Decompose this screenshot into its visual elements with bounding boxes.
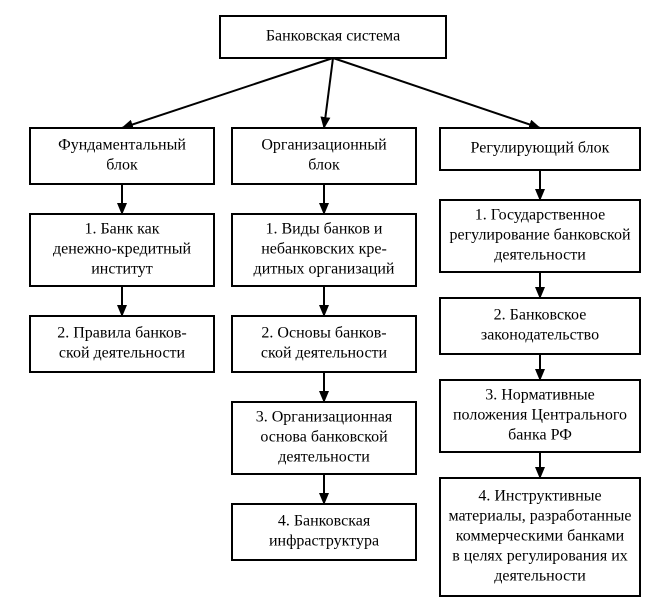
node-col3_4: 4. Инструктивные материалы, разработанные…: [440, 478, 640, 596]
node-label: институт: [91, 261, 153, 278]
flowchart-canvas: Банковская система Фундаментальный блок 1. …: [0, 0, 664, 616]
node-col1_h: Фундаментальный блок: [30, 128, 214, 184]
node-label: 4. Банковская: [278, 513, 371, 530]
node-col1_2: 2. Правила банков-ской деятельности: [30, 316, 214, 372]
node-col3_3: 3. Нормативные положения Центрального банк…: [440, 380, 640, 452]
node-label: 4. Инструктивные: [478, 488, 601, 505]
node-label: деятельности: [494, 247, 586, 264]
edge: [324, 58, 333, 128]
node-label: 2. Правила банков-: [57, 325, 187, 342]
node-label: 2. Основы банков-: [261, 325, 386, 342]
node-label: инфраструктура: [269, 533, 379, 550]
node-label: блок: [308, 157, 340, 174]
node-label: блок: [106, 157, 138, 174]
node-label: регулирование банковской: [449, 227, 630, 244]
node-col2_2: 2. Основы банков-ской деятельности: [232, 316, 416, 372]
node-label: положения Центрального: [453, 407, 627, 424]
node-col3_h: Регулирующий блок: [440, 128, 640, 170]
edge: [333, 58, 540, 128]
node-label: Регулирующий блок: [471, 140, 610, 157]
node-label: деятельности: [494, 568, 586, 585]
node-col3_2: 2. Банковское законодательство: [440, 298, 640, 354]
node-label: 1. Банк как: [84, 221, 159, 238]
node-col2_3: 3. Организационная основа банковской деяте…: [232, 402, 416, 474]
node-label: 3. Нормативные: [485, 387, 595, 404]
node-col2_4: 4. Банковская инфраструктура: [232, 504, 416, 560]
node-label: 1. Виды банков и: [265, 221, 382, 238]
node-label: денежно-кредитный: [53, 241, 192, 258]
node-col2_h: Организационный блок: [232, 128, 416, 184]
node-label: материалы, разработанные: [448, 508, 631, 525]
node-label: 3. Организационная: [256, 409, 393, 426]
node-label: коммерческими банками: [456, 528, 625, 545]
edge: [122, 58, 333, 128]
node-label: ской деятельности: [261, 345, 388, 362]
node-col1_1: 1. Банк как денежно-кредитный институт: [30, 214, 214, 286]
node-label: 1. Государственное: [475, 207, 605, 224]
node-label: законодательство: [481, 327, 599, 344]
node-label: 2. Банковское: [494, 307, 587, 324]
node-col2_1: 1. Виды банков и небанковских кре-дитных …: [232, 214, 416, 286]
node-label: Банковская система: [266, 28, 400, 45]
node-label: небанковских кре-: [261, 241, 387, 258]
node-col3_1: 1. Государственное регулирование банковск…: [440, 200, 640, 272]
node-label: банка РФ: [508, 427, 572, 444]
node-label: деятельности: [278, 449, 370, 466]
node-label: в целях регулирования их: [452, 548, 628, 565]
node-label: Организационный: [261, 137, 387, 154]
node-label: основа банковской: [260, 429, 388, 446]
node-label: дитных организаций: [254, 261, 395, 278]
node-root: Банковская система: [220, 16, 446, 58]
node-label: Фундаментальный: [58, 137, 186, 154]
node-label: ской деятельности: [59, 345, 186, 362]
